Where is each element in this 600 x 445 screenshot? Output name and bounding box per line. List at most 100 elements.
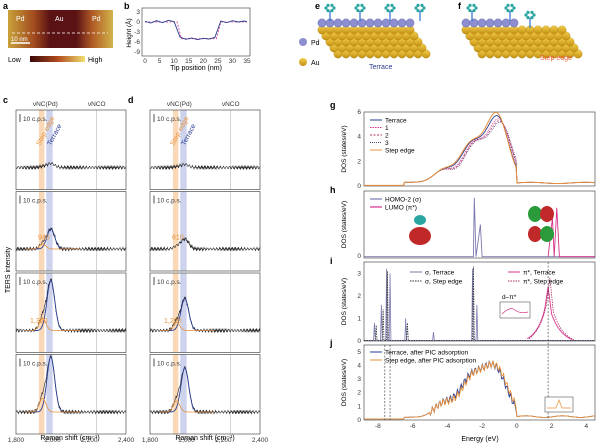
spectrum-line <box>149 237 261 252</box>
panel-label-h: h <box>330 185 336 195</box>
energy-xtick: -8 <box>375 423 381 430</box>
molecule-atom <box>324 6 328 10</box>
height-xtick: 10 <box>171 58 179 65</box>
pd-atom <box>317 18 327 28</box>
ters-ylabel: TERS intensity <box>5 246 12 293</box>
pd-atom <box>397 18 407 28</box>
height-axes-frame <box>141 7 251 57</box>
orbital-lobe <box>409 227 431 245</box>
ters-xlabel-d: Raman shift (cm⁻¹) <box>175 435 234 442</box>
height-ytick: -3 <box>134 29 140 36</box>
molecule-atom <box>530 10 534 15</box>
molecule-atom <box>326 8 330 13</box>
scale-label: 10 c.p.s. <box>23 361 48 368</box>
scale-label: 10 c.p.s. <box>23 279 48 286</box>
molecule-atom <box>468 3 472 8</box>
molecule-atom <box>472 3 476 8</box>
terrace-band <box>46 354 53 434</box>
dos-ytick: 2 <box>357 390 361 397</box>
lumo-curve <box>547 207 595 258</box>
dos-ytick: 2 <box>357 158 361 165</box>
pd-atom <box>365 18 375 28</box>
terrace-fit <box>159 367 215 413</box>
pd-atom <box>469 18 479 28</box>
molecule-atom <box>530 15 534 20</box>
height-ytick: 3 <box>136 9 140 16</box>
dos-ylabel: DOS (states/eV) <box>341 125 348 172</box>
spectrum-xtick: 2,200 <box>81 437 98 444</box>
pd-atom <box>461 18 471 28</box>
orbital-lobe <box>528 206 542 222</box>
height-ytick: 0 <box>136 19 140 26</box>
legend-au: Au <box>311 60 320 67</box>
terrace-label: Terrace <box>369 64 392 71</box>
molecule-atom <box>468 8 472 13</box>
height-xtick: 15 <box>185 58 193 65</box>
dos-ytick: 0 <box>357 183 361 190</box>
spectrum-frame <box>15 109 127 190</box>
energy-xtick: 2 <box>550 423 554 430</box>
molecule-atom <box>506 3 510 8</box>
step-edge-band <box>38 110 45 190</box>
terrace-fit <box>159 298 215 331</box>
panel-label-i: i <box>330 256 333 266</box>
step-edge-band <box>38 273 45 353</box>
energy-xtick: -2 <box>479 423 485 430</box>
panel-label-j: j <box>329 338 333 348</box>
dos-frame <box>363 111 596 187</box>
pi-step-curve <box>528 277 575 341</box>
molecule-atom <box>504 6 508 10</box>
spectrum-frame <box>15 354 127 435</box>
au-atom-legend <box>299 58 307 66</box>
j-curve <box>364 360 596 420</box>
ratio-value: 1,200 <box>164 318 182 325</box>
molecule-atom <box>386 8 390 13</box>
dos-ytick: 3 <box>357 376 361 383</box>
panel-label-c: c <box>3 95 8 105</box>
height-ytick: -6 <box>134 39 140 46</box>
legend-pd: Pd <box>311 40 320 47</box>
molecule-atom <box>510 3 514 8</box>
ratio-value: 1,320 <box>30 318 48 325</box>
molecule-atom <box>466 6 470 10</box>
molecule-atom <box>420 8 424 13</box>
scale-label: 10 c.p.s. <box>23 198 48 205</box>
spectrum-xtick: 1,800 <box>8 437 25 444</box>
panel-label-b: b <box>124 1 130 11</box>
molecule-atom <box>474 6 478 10</box>
spectrum-xtick: 2,400 <box>118 437 135 444</box>
orbital-lobe <box>540 206 554 222</box>
dos-frame <box>363 261 596 342</box>
molecule-atom <box>526 15 530 20</box>
molecule-atom <box>526 10 530 15</box>
header-nc: νNC(Pd) <box>167 101 192 108</box>
dos-ytick: 3 <box>357 270 361 277</box>
ratio-value: 940 <box>38 235 50 242</box>
i-inset-label: d–π* <box>502 294 517 301</box>
stm-scale-bar: 10 nm <box>11 37 28 43</box>
molecule-atom <box>360 8 364 13</box>
step-fit <box>25 397 81 413</box>
spectrum-frame <box>149 354 261 435</box>
molecule-atom <box>524 13 528 17</box>
molecule-atom <box>422 6 426 10</box>
molecule-atom <box>330 8 334 13</box>
terrace-band <box>180 273 187 353</box>
j-legend-text: Step edge, after PIC adsorption <box>385 358 476 365</box>
molecule-atom <box>512 6 516 10</box>
step-fit <box>25 317 81 331</box>
spectrum-frame <box>149 109 261 190</box>
height-ylabel: Height (Å) <box>124 18 133 47</box>
panel-label-g: g <box>330 100 336 110</box>
height-model-line <box>145 21 247 40</box>
step-edge-band <box>38 191 45 271</box>
au-atom <box>533 25 543 35</box>
stm-label-pd-right: Pd <box>92 16 101 23</box>
spectrum-frame <box>149 272 261 353</box>
terrace-band <box>46 110 53 190</box>
height-xtick: 30 <box>229 58 237 65</box>
i-legend-text: σ, Step edge <box>425 279 463 286</box>
panel-label-e: e <box>315 1 320 11</box>
